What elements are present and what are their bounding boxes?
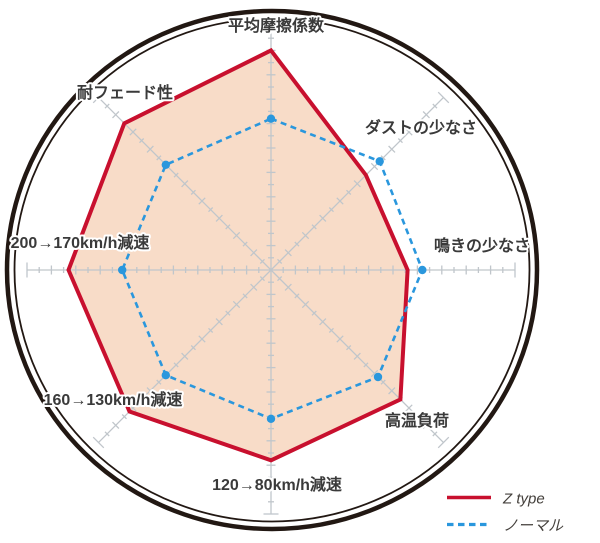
axis-tick xyxy=(363,362,369,368)
axis-tick xyxy=(328,327,334,333)
axis-tick xyxy=(437,436,450,449)
normal-vertex-dot xyxy=(266,414,276,423)
axis-tick xyxy=(232,231,241,240)
normal-vertex-dot xyxy=(266,114,276,123)
inner-ring xyxy=(13,17,531,523)
axis-tick xyxy=(277,258,283,264)
axis-tick xyxy=(380,379,386,385)
axis-tick xyxy=(388,387,396,395)
axis-tick xyxy=(319,318,327,326)
axis-tick xyxy=(129,128,137,136)
axis-tick xyxy=(139,138,145,144)
axis-tick xyxy=(156,155,162,161)
axis-label-3: 高温負荷 xyxy=(385,411,449,430)
axis-tick xyxy=(405,404,413,412)
axis-tick xyxy=(208,207,214,213)
axis-tick xyxy=(432,103,438,109)
axis-label-6: 200→170km/h減速 xyxy=(11,233,150,252)
axis-tick xyxy=(190,189,196,195)
axis-tick xyxy=(173,172,179,178)
axis-tick xyxy=(437,91,450,104)
axis-tick xyxy=(284,249,292,257)
axis-tick xyxy=(242,293,248,299)
axis-tick xyxy=(92,436,105,449)
z-type-outline xyxy=(66,47,410,463)
axis-tick xyxy=(129,404,137,412)
axis-tick xyxy=(121,414,127,420)
axis-tick xyxy=(346,345,352,351)
normal-vertex-dot xyxy=(375,157,384,166)
axis-tick xyxy=(294,241,300,247)
normal-vertex-dot xyxy=(161,160,170,169)
axis-tick xyxy=(284,283,292,291)
legend-z-type-label: Z type xyxy=(502,491,545,508)
axis-tick xyxy=(370,369,379,378)
axis-tick xyxy=(156,379,162,385)
axis-tick xyxy=(319,214,327,222)
axis-tick xyxy=(259,276,265,282)
axis-tick xyxy=(311,224,317,230)
axis-tick xyxy=(146,387,154,395)
axis-tick xyxy=(112,421,120,429)
axis-tick xyxy=(225,224,231,230)
normal-vertex-dot xyxy=(418,265,427,275)
axis-tick xyxy=(225,310,231,316)
axis-tick xyxy=(422,111,430,119)
axis-label-1: ダストの少なさ xyxy=(365,118,477,137)
axis-tick xyxy=(215,214,223,222)
axis-tick xyxy=(415,414,421,420)
axis-label-4: 120→80km/h減速 xyxy=(212,475,342,494)
axis-tick xyxy=(92,91,105,104)
axis-tick xyxy=(146,145,154,153)
axis-tick xyxy=(432,431,438,437)
axis-tick xyxy=(198,335,206,343)
axis-tick xyxy=(336,335,344,343)
axis-tick xyxy=(181,352,189,360)
axis-tick xyxy=(301,231,310,240)
axis-tick xyxy=(422,421,430,429)
axis-label-0: 平均摩擦係数 xyxy=(228,16,325,35)
axis-tick xyxy=(294,293,300,299)
axis-tick xyxy=(215,318,223,326)
axis-tick xyxy=(370,162,379,171)
axis-tick xyxy=(250,249,258,257)
axis-tick xyxy=(173,362,179,368)
axis-tick xyxy=(415,120,421,126)
axis-tick xyxy=(139,396,145,402)
axis-tick xyxy=(301,300,310,309)
axis-tick xyxy=(190,345,196,351)
axis-tick xyxy=(198,197,206,205)
axis-tick xyxy=(259,258,265,264)
outer-ring xyxy=(4,8,540,532)
axis-tick xyxy=(208,327,214,333)
axis-tick xyxy=(277,276,283,282)
legend-normal-label: ノーマル xyxy=(503,518,564,535)
axis-tick xyxy=(104,103,110,109)
axis-tick xyxy=(346,189,352,195)
axis-label-7: 耐フェード性 xyxy=(77,83,173,102)
axis-tick xyxy=(328,207,334,213)
axis-tick xyxy=(112,111,120,119)
axis-tick xyxy=(181,180,189,188)
axis-label-2: 鳴きの少なさ xyxy=(434,236,530,255)
axis-tick xyxy=(232,300,241,309)
axis-tick xyxy=(388,145,396,153)
normal-vertex-dot xyxy=(118,265,127,275)
normal-vertex-dot xyxy=(373,372,383,382)
axis-label-5: 160→130km/h減速 xyxy=(44,390,183,409)
normal-vertex-dot xyxy=(161,371,170,380)
axis-tick xyxy=(353,180,361,188)
axis-tick xyxy=(353,352,361,360)
axis-tick xyxy=(380,155,386,161)
axis-tick xyxy=(250,283,258,291)
axis-tick xyxy=(311,310,317,316)
axis-tick xyxy=(405,128,413,136)
axis-tick xyxy=(242,241,248,247)
axis-tick xyxy=(397,138,403,144)
axis-tick xyxy=(104,431,110,437)
axis-tick xyxy=(336,197,344,205)
